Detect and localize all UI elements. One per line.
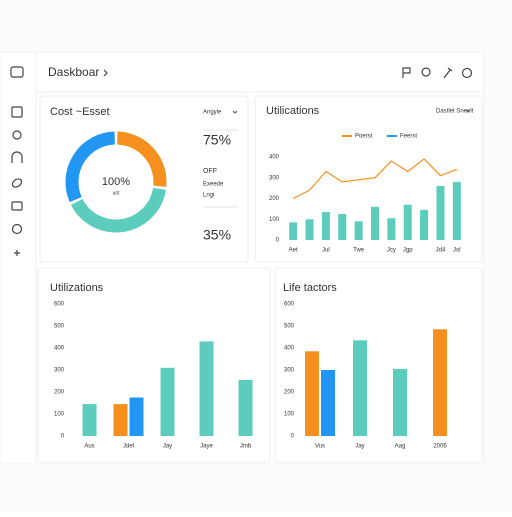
menu-icon[interactable] bbox=[10, 66, 24, 78]
y-tick-label: 400 bbox=[54, 346, 65, 352]
chart-title: Cost ~Esset bbox=[50, 106, 110, 118]
y-tick-label: 400 bbox=[284, 346, 295, 352]
x-tick-label: Jdel bbox=[123, 444, 134, 450]
chart-title: Utilications bbox=[266, 105, 320, 117]
nav-icon[interactable] bbox=[12, 130, 22, 140]
y-tick-label: 100 bbox=[284, 412, 295, 418]
y-tick-label: 500 bbox=[284, 324, 295, 330]
flag-icon[interactable] bbox=[402, 67, 411, 78]
bar bbox=[289, 222, 298, 240]
bar bbox=[321, 211, 330, 240]
y-tick-label: 100 bbox=[54, 412, 65, 418]
nav-icon[interactable] bbox=[11, 151, 23, 163]
page-title: Daskboar bbox=[48, 65, 99, 79]
center-label: 100% bbox=[102, 176, 130, 188]
dropdown[interactable]: Angyie bbox=[203, 110, 222, 116]
y-tick-label: 200 bbox=[54, 390, 65, 396]
bar bbox=[354, 221, 363, 240]
y-tick-label: 100 bbox=[269, 217, 280, 223]
y-tick-label: 600 bbox=[54, 302, 65, 308]
chart-title: Utilizations bbox=[50, 282, 104, 294]
bar bbox=[160, 367, 175, 436]
bar bbox=[113, 404, 128, 436]
stat: 75% bbox=[203, 132, 231, 148]
x-tick-label: 2006 bbox=[433, 444, 447, 450]
dropdown-chevron bbox=[465, 109, 471, 113]
nav-icon[interactable] bbox=[11, 106, 23, 118]
nav-icon[interactable] bbox=[14, 250, 20, 256]
bar bbox=[420, 209, 429, 240]
donut-segment bbox=[65, 131, 116, 203]
bar bbox=[199, 341, 214, 436]
x-tick-label: Jul bbox=[322, 248, 330, 254]
header-actions bbox=[402, 67, 473, 79]
x-tick-label: Jay bbox=[355, 444, 364, 450]
stat: Exeede bbox=[203, 182, 224, 188]
y-tick-label: 400 bbox=[269, 155, 280, 161]
x-tick-label: Jd4 bbox=[436, 248, 446, 254]
center-sublabel: ust bbox=[113, 190, 120, 196]
legend-label: Feerst bbox=[400, 134, 417, 140]
breadcrumb-chevron bbox=[103, 69, 108, 77]
x-tick-label: Aet bbox=[289, 248, 298, 254]
x-tick-label: Jay bbox=[163, 444, 172, 450]
y-tick-label: 200 bbox=[269, 196, 280, 202]
bar bbox=[338, 214, 347, 240]
x-tick-label: Aus bbox=[84, 444, 94, 450]
sidebar bbox=[10, 66, 24, 256]
bar bbox=[305, 351, 319, 436]
line-series bbox=[292, 158, 458, 200]
bar bbox=[305, 219, 314, 240]
y-tick-label: 500 bbox=[54, 324, 65, 330]
nav-icon[interactable] bbox=[11, 201, 23, 211]
bar bbox=[436, 186, 445, 240]
stat: OFF bbox=[203, 168, 217, 175]
x-tick-label: Twe bbox=[353, 248, 365, 254]
x-tick-label: Jgp bbox=[403, 248, 413, 254]
tool-icon[interactable] bbox=[443, 67, 453, 79]
y-tick-label: 200 bbox=[284, 390, 295, 396]
legend-label: Poerst bbox=[355, 134, 373, 140]
bar bbox=[321, 370, 335, 436]
panel bbox=[37, 267, 271, 463]
dropdown-chevron bbox=[232, 110, 238, 114]
y-tick-label: 300 bbox=[54, 368, 65, 374]
y-tick-label: 0 bbox=[291, 434, 295, 440]
x-tick-label: Vus bbox=[315, 444, 325, 450]
bar bbox=[82, 404, 97, 436]
chat-icon[interactable] bbox=[421, 67, 431, 77]
bar bbox=[387, 218, 396, 240]
y-tick-label: 600 bbox=[284, 302, 295, 308]
bar bbox=[129, 397, 144, 436]
chart-title: Life tactors bbox=[283, 282, 337, 294]
nav-icon[interactable] bbox=[11, 223, 23, 235]
y-tick-label: 300 bbox=[284, 368, 295, 374]
x-tick-label: Jmb bbox=[240, 444, 252, 450]
stat: Lngi bbox=[203, 193, 214, 199]
nav-icon[interactable] bbox=[11, 177, 23, 188]
donut-segment bbox=[70, 187, 166, 233]
stat: 35% bbox=[203, 227, 231, 243]
x-tick-label: Aag bbox=[395, 444, 406, 450]
y-tick-label: 0 bbox=[276, 238, 280, 244]
x-tick-label: Jaye bbox=[200, 444, 213, 450]
bar bbox=[433, 329, 447, 436]
x-tick-label: Jol bbox=[453, 248, 461, 254]
bar bbox=[403, 204, 412, 240]
x-tick-label: Jcy bbox=[387, 248, 396, 254]
donut-segment bbox=[116, 131, 167, 187]
y-tick-label: 300 bbox=[269, 175, 280, 181]
bar bbox=[371, 206, 379, 240]
dropdown[interactable]: Dastlet Sneelt bbox=[436, 109, 474, 115]
y-tick-label: 0 bbox=[61, 434, 65, 440]
bar bbox=[393, 368, 407, 436]
bar bbox=[238, 379, 253, 436]
bar bbox=[452, 181, 461, 240]
info-icon[interactable] bbox=[461, 67, 473, 79]
bar bbox=[353, 340, 367, 436]
